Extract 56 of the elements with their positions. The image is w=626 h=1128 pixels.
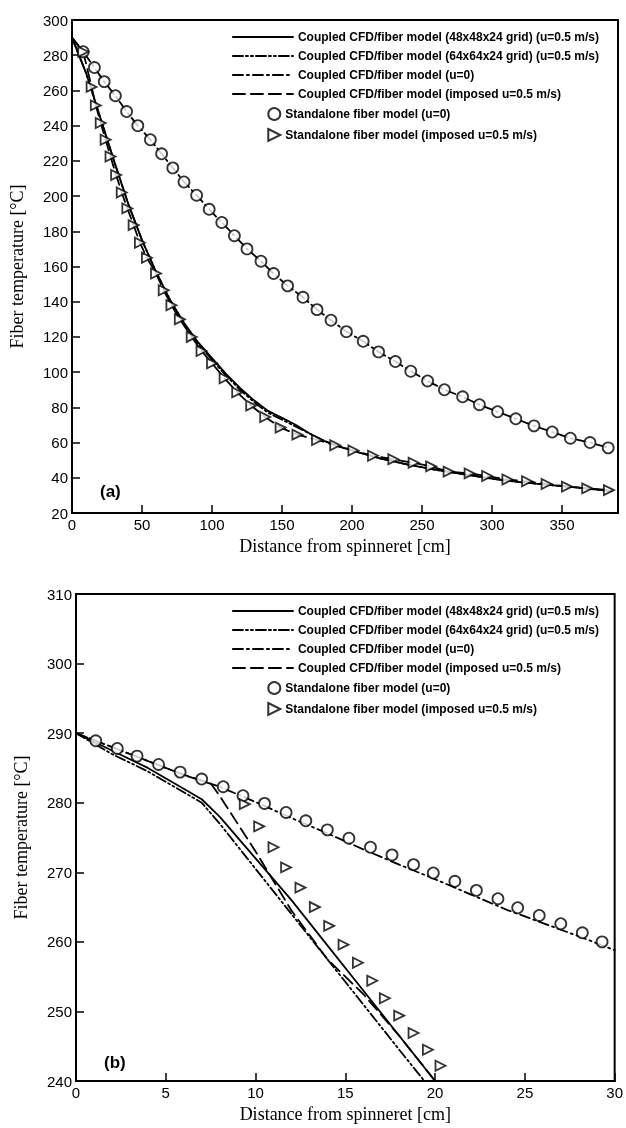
x-tick-label: 15 bbox=[336, 1084, 354, 1101]
x-tick-label: 10 bbox=[247, 1084, 264, 1101]
legend-label: Standalone fiber model (imposed u=0.5 m/s) bbox=[285, 702, 537, 716]
y-tick-label: 200 bbox=[42, 187, 68, 205]
x-tick-label: 200 bbox=[339, 516, 365, 533]
y-tick-label: 240 bbox=[42, 117, 68, 135]
y-tick-label: 260 bbox=[46, 933, 72, 951]
y-tick-label: 300 bbox=[42, 11, 68, 29]
x-tick-label: 0 bbox=[67, 516, 77, 533]
y-axis-title: Fiber temperature [°C] bbox=[7, 184, 27, 349]
y-tick-label: 40 bbox=[51, 469, 68, 487]
y-tick-label: 100 bbox=[42, 363, 68, 381]
y-tick-label: 280 bbox=[46, 794, 72, 812]
legend-label: Standalone fiber model (u=0) bbox=[285, 107, 451, 121]
y-tick-label: 160 bbox=[42, 258, 68, 275]
annotation: (b) bbox=[104, 1053, 126, 1072]
y-tick-label: 140 bbox=[42, 293, 68, 311]
legend-label: Coupled CFD/fiber model (64x64x24 grid) (u=0.5 m/s) bbox=[297, 623, 600, 637]
x-tick-label: 25 bbox=[516, 1084, 534, 1101]
y-tick-label: 80 bbox=[51, 398, 68, 416]
y-tick-label: 280 bbox=[42, 46, 68, 64]
legend-label: Coupled CFD/fiber model (48x48x24 grid) (u=0.5 m/s) bbox=[297, 604, 600, 618]
legend-label: Standalone fiber model (u=0) bbox=[285, 681, 451, 695]
y-tick-label: 310 bbox=[46, 585, 72, 603]
x-tick-label: 100 bbox=[199, 516, 225, 533]
x-tick-label: 150 bbox=[269, 516, 295, 533]
y-tick-label: 300 bbox=[46, 655, 72, 673]
x-tick-label: 50 bbox=[133, 516, 151, 533]
x-tick-label: 0 bbox=[71, 1084, 81, 1101]
x-tick-label: 300 bbox=[479, 516, 505, 533]
y-tick-label: 20 bbox=[51, 504, 68, 522]
x-axis-title: Distance from spinneret [cm] bbox=[239, 1104, 452, 1124]
legend-label: Coupled CFD/fiber model (64x64x24 grid) (u=0.5 m/s) bbox=[297, 49, 600, 63]
y-tick-label: 250 bbox=[46, 1002, 72, 1020]
y-tick-label: 60 bbox=[51, 434, 68, 452]
legend-label: Coupled CFD/fiber model (imposed u=0.5 m/s) bbox=[297, 87, 561, 101]
legend-label: Coupled CFD/fiber model (u=0) bbox=[297, 68, 475, 82]
legend-label: Standalone fiber model (imposed u=0.5 m/s) bbox=[285, 128, 537, 142]
x-tick-label: 250 bbox=[409, 516, 435, 533]
y-axis-title: Fiber temperature [°C] bbox=[11, 755, 31, 920]
legend-label: Coupled CFD/fiber model (imposed u=0.5 m/s) bbox=[297, 661, 561, 675]
legend-label: Coupled CFD/fiber model (u=0) bbox=[297, 642, 475, 656]
x-axis-title: Distance from spinneret [cm] bbox=[239, 536, 451, 556]
y-tick-label: 260 bbox=[42, 81, 68, 99]
y-tick-label: 240 bbox=[46, 1072, 72, 1090]
y-tick-label: 270 bbox=[46, 863, 72, 881]
y-tick-label: 220 bbox=[42, 152, 68, 170]
x-tick-label: 30 bbox=[606, 1084, 623, 1101]
annotation: (a) bbox=[100, 482, 121, 501]
y-tick-label: 180 bbox=[42, 222, 68, 240]
y-tick-label: 120 bbox=[42, 328, 68, 346]
x-tick-label: 5 bbox=[161, 1084, 170, 1101]
legend-label: Coupled CFD/fiber model (48x48x24 grid) (u=0.5 m/s) bbox=[297, 30, 600, 44]
y-tick-label: 290 bbox=[46, 724, 72, 742]
x-tick-label: 20 bbox=[426, 1084, 444, 1101]
x-tick-label: 350 bbox=[549, 516, 575, 533]
